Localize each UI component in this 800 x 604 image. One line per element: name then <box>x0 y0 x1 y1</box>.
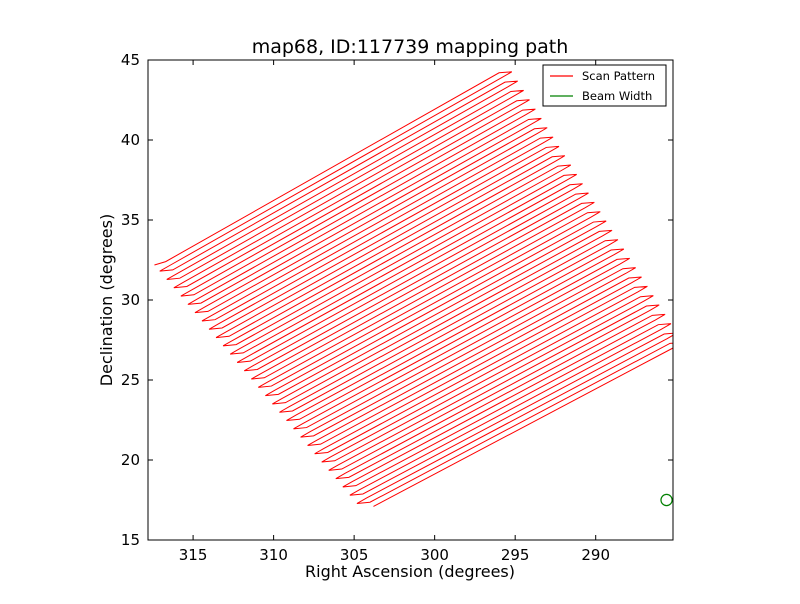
beam-width-series <box>660 493 673 507</box>
beam-width-circle <box>660 493 673 507</box>
x-axis-label: Right Ascension (degrees) <box>305 562 515 581</box>
y-axis-ticks: 15 20 25 30 35 40 45 <box>121 51 673 549</box>
x-tick-label: 305 <box>340 546 369 564</box>
scan-pattern-series <box>154 71 673 507</box>
legend-box <box>542 64 667 107</box>
y-tick-label: 20 <box>121 451 140 469</box>
x-tick-label: 295 <box>501 546 530 564</box>
y-tick-label: 40 <box>121 131 140 149</box>
chart-title: map68, ID:117739 mapping path <box>252 36 569 58</box>
y-tick-label: 15 <box>121 531 140 549</box>
y-tick-label: 30 <box>121 291 140 309</box>
y-axis-label: Declination (degrees) <box>97 214 116 386</box>
x-tick-label: 315 <box>179 546 208 564</box>
x-axis-ticks: 315 310 305 300 295 290 <box>179 60 610 564</box>
y-tick-label: 45 <box>121 51 140 69</box>
x-tick-label: 310 <box>259 546 288 564</box>
y-tick-label: 35 <box>121 211 140 229</box>
legend: Scan Pattern Beam Width <box>542 64 667 107</box>
plot-frame <box>147 59 674 541</box>
y-tick-label: 25 <box>121 371 140 389</box>
x-tick-label: 290 <box>581 546 610 564</box>
scan-pattern-line <box>154 71 673 507</box>
x-tick-label: 300 <box>420 546 449 564</box>
legend-label-scan-pattern: Scan Pattern <box>582 69 655 83</box>
legend-label-beam-width: Beam Width <box>582 89 652 103</box>
